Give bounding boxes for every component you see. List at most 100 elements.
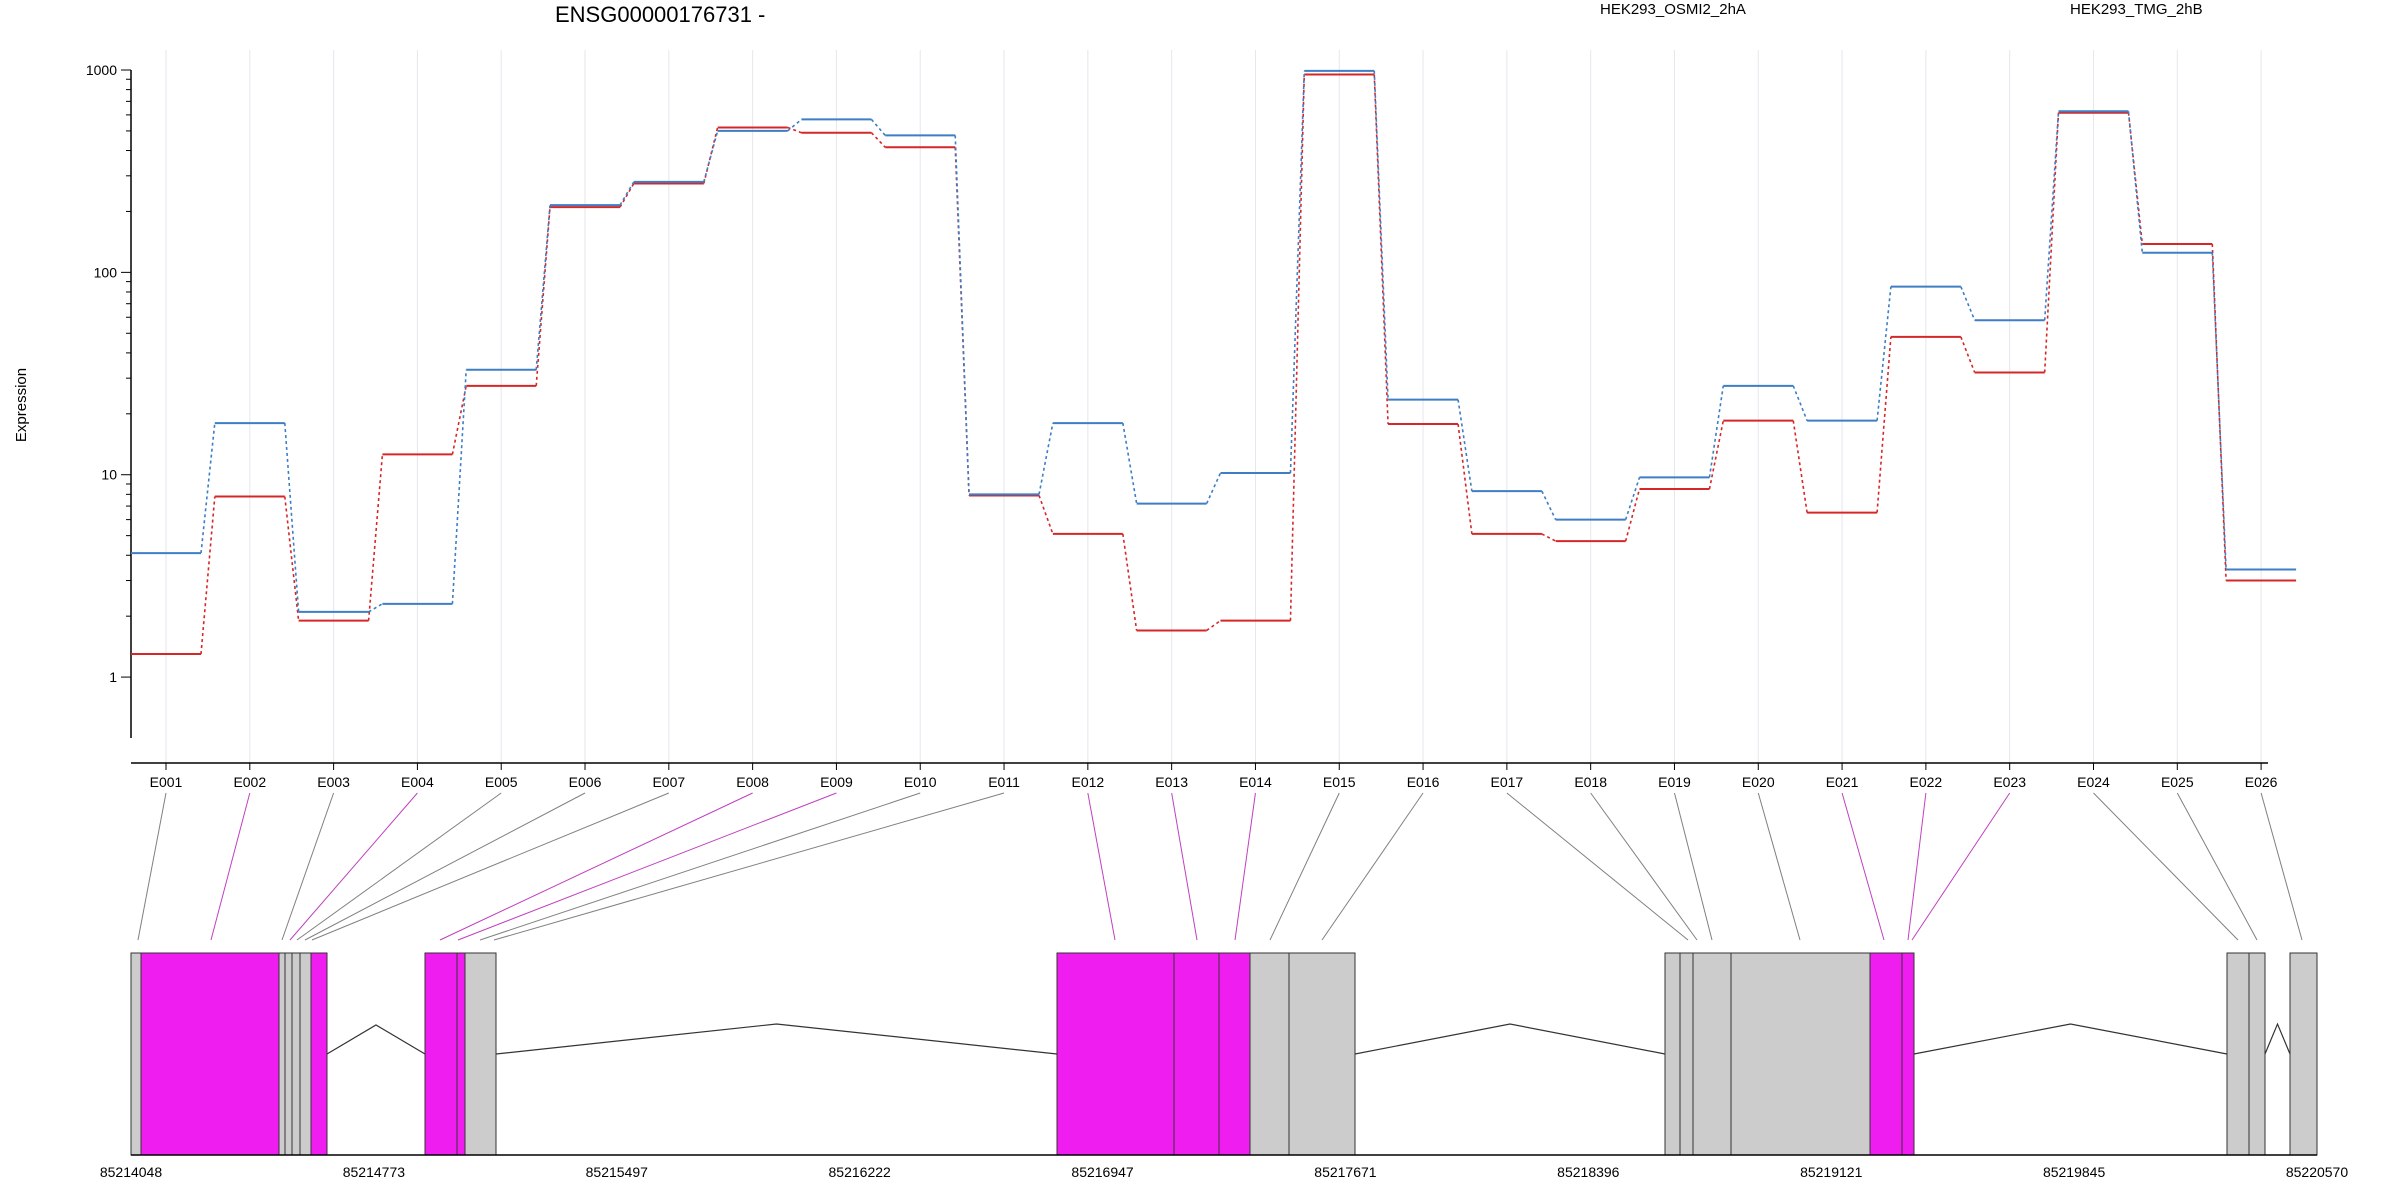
series-connector bbox=[1876, 286, 1892, 421]
x-tick-label: E016 bbox=[1407, 774, 1440, 790]
series-connector bbox=[787, 126, 802, 134]
x-tick-label: E023 bbox=[1993, 774, 2026, 790]
exon-link-line bbox=[1673, 792, 1713, 941]
exon-link-line bbox=[296, 792, 502, 941]
exon-link-line bbox=[1757, 792, 1801, 941]
series-connector bbox=[1708, 385, 1725, 478]
x-tick-label: E015 bbox=[1323, 774, 1356, 790]
x-tick-label: E025 bbox=[2161, 774, 2194, 790]
series-connector bbox=[451, 369, 468, 604]
exon-box bbox=[130, 952, 142, 1156]
x-tick-label: E024 bbox=[2077, 774, 2110, 790]
exon-link-line bbox=[1841, 792, 1885, 941]
series-connector bbox=[1289, 70, 1306, 474]
series-connector bbox=[1541, 533, 1557, 542]
exon-link-line bbox=[479, 792, 921, 941]
series-connector bbox=[619, 181, 635, 206]
x-tick-label: E018 bbox=[1574, 774, 1607, 790]
x-tick-label: E004 bbox=[401, 774, 434, 790]
x-tick-label: E003 bbox=[317, 774, 350, 790]
x-tick-label: E013 bbox=[1155, 774, 1188, 790]
exon-box bbox=[1692, 952, 1732, 1156]
x-tick-label: E012 bbox=[1071, 774, 1104, 790]
genomic-coordinate-label: 85216947 bbox=[1071, 1164, 1134, 1180]
exon-link-line bbox=[1171, 792, 1198, 941]
x-tick-label: E006 bbox=[569, 774, 602, 790]
axes: 1 10 100 1000 E001 E002 E003 E004 E005 E006 E007 E0… bbox=[86, 62, 2278, 790]
x-tick-label: E011 bbox=[988, 774, 1020, 790]
series-connector bbox=[1624, 477, 1641, 520]
exon-link-line bbox=[311, 792, 670, 941]
exon-link-line bbox=[1234, 792, 1256, 941]
series-connector bbox=[1876, 336, 1892, 513]
x-tick-label: E001 bbox=[150, 774, 183, 790]
exon-link-line bbox=[304, 792, 586, 941]
x-tick-label: E021 bbox=[1826, 774, 1859, 790]
y-tick-label: 1000 bbox=[86, 62, 117, 78]
chart-title: ENSG00000176731 - bbox=[555, 2, 765, 27]
exon-box bbox=[291, 952, 301, 1156]
gene-model: 85214048 85214773 85215497 85216222 85216947… bbox=[100, 952, 2348, 1180]
y-tick-label: 100 bbox=[94, 264, 118, 280]
exon-box bbox=[284, 952, 293, 1156]
series-connector bbox=[619, 183, 635, 208]
series-connector bbox=[1205, 472, 1222, 504]
series-connector bbox=[1206, 620, 1221, 632]
exon-link-line bbox=[1321, 792, 1424, 941]
y-tick-label: 1 bbox=[109, 669, 117, 685]
series-connector bbox=[787, 118, 802, 132]
series-connector bbox=[1038, 422, 1054, 495]
exon-link-line bbox=[1911, 792, 2011, 941]
series-connector bbox=[1373, 70, 1389, 400]
intron-line bbox=[1913, 1023, 2228, 1055]
exon-link-line bbox=[2093, 792, 2239, 941]
x-tick-label: E010 bbox=[904, 774, 937, 790]
series-connector bbox=[703, 130, 719, 183]
genomic-coordinate-label: 85215497 bbox=[586, 1164, 649, 1180]
series-connector bbox=[1708, 420, 1725, 490]
exon-box bbox=[456, 952, 466, 1156]
series-connector bbox=[1457, 399, 1473, 492]
exon-link-line bbox=[281, 792, 335, 941]
exon-box bbox=[1664, 952, 1681, 1156]
series-connector bbox=[284, 423, 300, 612]
exon-box bbox=[1056, 952, 1175, 1156]
exon-box bbox=[1869, 952, 1903, 1156]
series-connector bbox=[368, 603, 383, 613]
x-tick-label: E017 bbox=[1491, 774, 1524, 790]
exon-box bbox=[424, 952, 458, 1156]
series-connector bbox=[1122, 533, 1138, 631]
y-axis-label: Expression bbox=[13, 368, 30, 442]
x-tick-label: E008 bbox=[736, 774, 769, 790]
exon-link-line bbox=[1907, 792, 1927, 941]
exon-link-line bbox=[1506, 792, 1689, 941]
series-connector bbox=[2043, 111, 2060, 321]
x-tick-label: E019 bbox=[1658, 774, 1691, 790]
intron-line bbox=[495, 1023, 1058, 1055]
exon-box bbox=[278, 952, 286, 1156]
x-tick-label: E002 bbox=[233, 774, 266, 790]
series-connector bbox=[2211, 252, 2227, 570]
exon-box bbox=[1730, 952, 1871, 1156]
exon-box bbox=[1288, 952, 1356, 1156]
series-connector bbox=[200, 496, 216, 655]
exon-link-line bbox=[2176, 792, 2258, 941]
series-connector bbox=[1541, 490, 1557, 520]
exon-box bbox=[140, 952, 280, 1156]
exon-box bbox=[464, 952, 497, 1156]
series-connector bbox=[1457, 423, 1473, 534]
x-tick-label: E007 bbox=[652, 774, 685, 790]
exon-box bbox=[2289, 952, 2318, 1156]
exon-link-lines bbox=[137, 792, 2303, 941]
exon-link-line bbox=[457, 792, 837, 941]
exon-box bbox=[2226, 952, 2250, 1156]
grid-lines bbox=[165, 50, 2262, 763]
exon-box bbox=[310, 952, 328, 1156]
series-connector bbox=[284, 496, 300, 621]
exon-box bbox=[2248, 952, 2266, 1156]
legend-series-1: HEK293_OSMI2_2hA bbox=[1600, 1, 1746, 18]
series-connector bbox=[1289, 74, 1306, 621]
series-connector bbox=[2211, 244, 2227, 581]
exon-link-line bbox=[289, 792, 418, 941]
